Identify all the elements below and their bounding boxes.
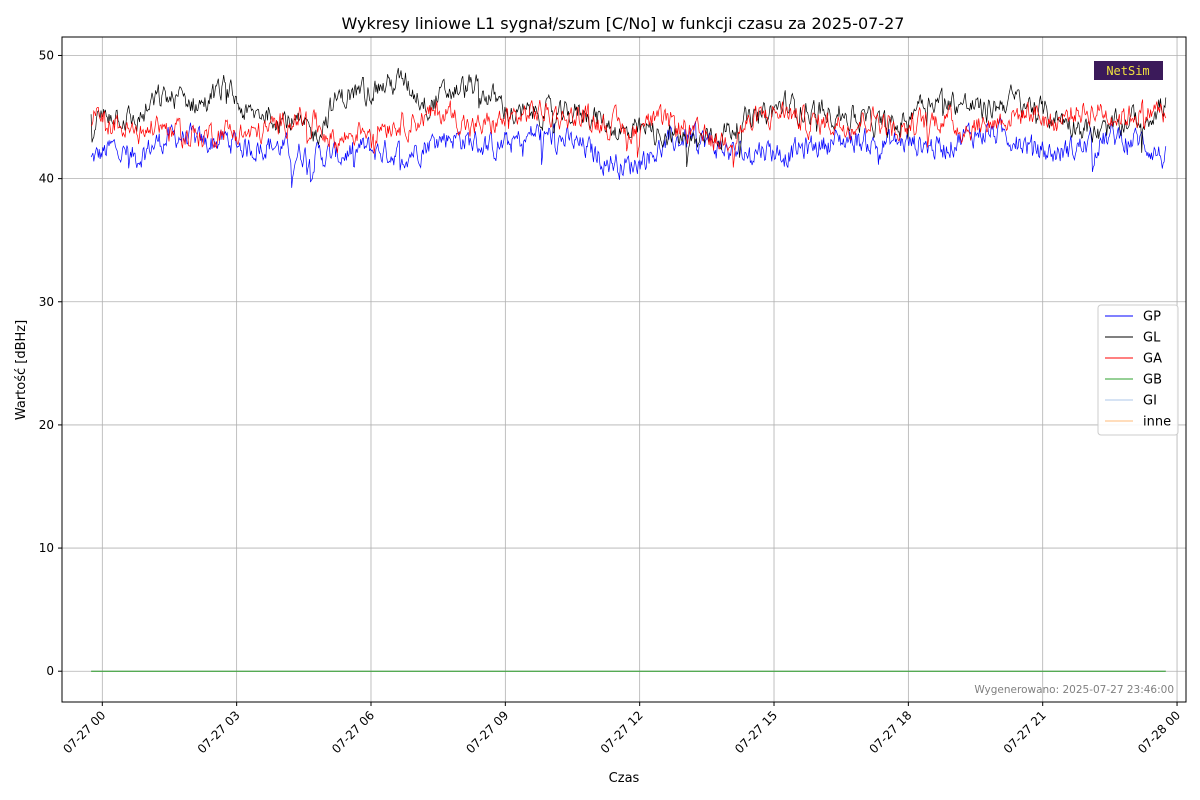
logo-text: NetSim (1106, 64, 1149, 78)
y-axis-title: Wartość [dBHz] (14, 320, 29, 420)
series-line-ga (90, 99, 1167, 168)
y-tick-label: 50 (39, 48, 54, 62)
y-tick-label: 0 (46, 664, 54, 678)
legend-label-gp: GP (1143, 310, 1161, 325)
chart-title: Wykresy liniowe L1 sygnał/szum [C/No] w … (342, 14, 905, 33)
y-tick-label: 10 (39, 541, 54, 555)
legend: GP GL GA GB GI inne (1097, 304, 1179, 436)
legend-label-gl: GL (1143, 331, 1161, 346)
series-line-gl (90, 67, 1167, 168)
plot-area-frame (61, 36, 1187, 703)
legend-label-inne: inne (1143, 415, 1171, 430)
x-axis-title: Czas (609, 771, 640, 786)
series-line-gp (90, 116, 1167, 188)
series-lines (90, 67, 1167, 672)
logo: NetSim (1094, 61, 1163, 80)
legend-label-gb: GB (1143, 373, 1162, 388)
y-tick-label: 30 (39, 295, 54, 309)
y-tick-label: 40 (39, 172, 54, 186)
y-axis-ticks: 0 10 20 30 40 50 (39, 48, 62, 678)
generated-timestamp: Wygenerowano: 2025-07-27 23:46:00 (974, 684, 1174, 696)
logo-background (1094, 61, 1163, 80)
legend-label-ga: GA (1143, 352, 1162, 367)
y-tick-label: 20 (39, 418, 54, 432)
legend-label-gi: GI (1143, 394, 1157, 409)
